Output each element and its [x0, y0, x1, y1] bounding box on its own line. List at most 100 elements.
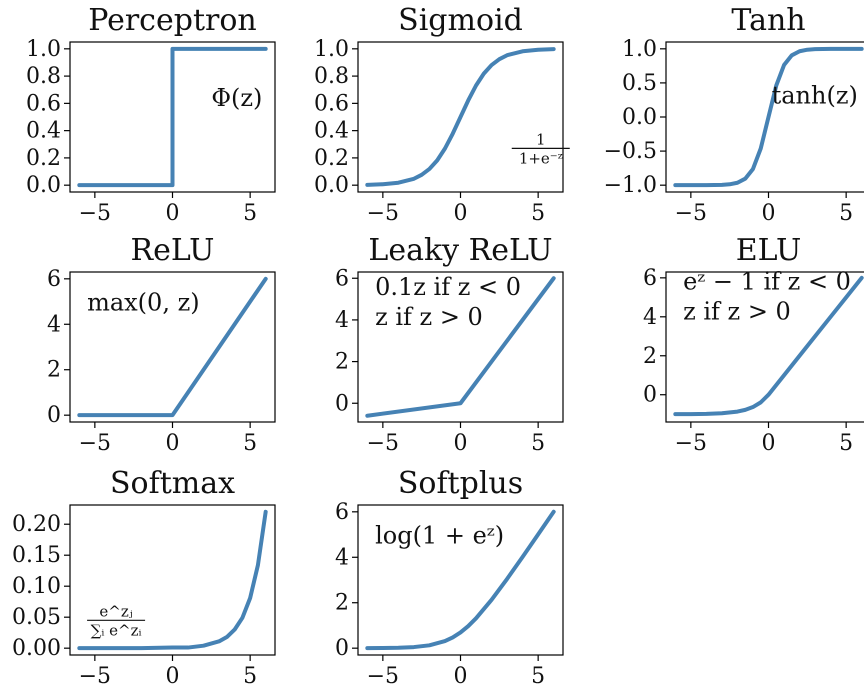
perceptron-title: Perceptron: [88, 3, 256, 38]
softmax-panel: Softmax −5 0 5 0.00 0.05 0.10 0.15 0.20 e^zⱼ∑ᵢ e^…: [12, 466, 276, 689]
tanh-annotation: tanh(z): [772, 81, 858, 109]
tanh-panel: Tanh −5 0 5 −1.0 −0.5 0.0 0.5 1.0 tanh(z): [604, 3, 864, 226]
perceptron-xtick-label: 0: [166, 201, 180, 226]
tanh-ytick-label: 1.0: [622, 37, 657, 62]
leaky-relu-annotation-line: 0.1z if z < 0: [375, 273, 521, 301]
softmax-ytick-label: 0.10: [12, 574, 61, 599]
leaky-relu-xtick-label: 5: [531, 431, 545, 456]
softmax-ytick-label: 0.05: [12, 605, 61, 630]
softmax-series-line: [77, 509, 268, 651]
sigmoid-title: Sigmoid: [398, 3, 523, 38]
elu-panel: ELU −5 0 5 0 2 4 6 eᶻ − 1 if z < 0z if z > 0: [643, 233, 864, 456]
relu-title: ReLU: [131, 233, 215, 268]
leaky-relu-series-line: [365, 276, 556, 418]
perceptron-ytick-label: 1.0: [26, 37, 61, 62]
perceptron-ytick-label: 0.6: [26, 91, 61, 116]
relu-panel: ReLU −5 0 5 0 2 4 6 max(0, z): [47, 233, 276, 456]
elu-title: ELU: [736, 233, 801, 268]
sigmoid-ytick-label: 0.4: [314, 119, 349, 144]
relu-xtick-label: −5: [79, 431, 111, 456]
sigmoid-ytick-label: 0.0: [314, 173, 349, 198]
softplus-xtick-label: −5: [367, 664, 399, 689]
perceptron-xtick-label: 5: [243, 201, 257, 226]
elu-xtick-label: −5: [675, 431, 707, 456]
sigmoid-xtick-label: 0: [454, 201, 468, 226]
tanh-ytick-label: 0.5: [622, 71, 657, 96]
sigmoid-series-line: [365, 47, 556, 187]
sigmoid-xtick-label: −5: [367, 201, 399, 226]
softplus-xtick-label: 0: [454, 664, 468, 689]
perceptron-annotation: Φ(z): [211, 84, 262, 112]
tanh-ytick-label: −1.0: [604, 173, 657, 198]
softplus-xtick-label: 5: [531, 664, 545, 689]
relu-ytick-label: 0: [47, 403, 61, 428]
elu-series-line: [673, 275, 864, 417]
sigmoid-ytick-label: 0.2: [314, 146, 349, 171]
tanh-series-line: [673, 46, 864, 188]
relu-xtick-label: 5: [243, 431, 257, 456]
softplus-ytick-label: 6: [335, 500, 349, 525]
softmax-ytick-label: 0.20: [12, 512, 61, 537]
softplus-panel: Softplus −5 0 5 0 2 4 6 log(1 + eᶻ): [335, 466, 564, 689]
leaky-relu-ytick-label: 4: [335, 308, 349, 333]
tanh-ytick-label: 0.0: [622, 105, 657, 130]
sigmoid-ytick-label: 0.8: [314, 64, 349, 89]
softmax-xtick-label: 5: [243, 664, 257, 689]
relu-series-line: [77, 276, 268, 418]
elu-annotation-line: z if z > 0: [683, 298, 791, 326]
sigmoid-ytick-label: 1.0: [314, 37, 349, 62]
leaky-relu-annotation-line: z if z > 0: [375, 303, 483, 331]
tanh-title: Tanh: [731, 3, 805, 38]
softmax-title: Softmax: [110, 466, 235, 501]
softmax-ytick-label: 0.15: [12, 543, 61, 568]
perceptron-ytick-label: 0.4: [26, 119, 61, 144]
elu-xtick-label: 5: [839, 431, 853, 456]
leaky-relu-ytick-label: 0: [335, 391, 349, 416]
softmax-annotation-denominator: ∑ᵢ e^zᵢ: [91, 621, 142, 639]
softmax-xtick-label: −5: [79, 664, 111, 689]
elu-ytick-label: 6: [643, 266, 657, 291]
softplus-annotation: log(1 + eᶻ): [375, 522, 504, 550]
leaky-relu-ytick-label: 6: [335, 266, 349, 291]
sigmoid-annotation-denominator: 1+e⁻ᶻ: [519, 149, 563, 167]
softmax-xtick-label: 0: [166, 664, 180, 689]
leaky-relu-title: Leaky ReLU: [368, 233, 552, 268]
elu-ytick-label: 2: [643, 344, 657, 369]
leaky-relu-ytick-label: 2: [335, 350, 349, 375]
relu-ytick-label: 6: [47, 267, 61, 292]
softmax-ytick-label: 0.00: [12, 636, 61, 661]
perceptron-ytick-label: 0.0: [26, 173, 61, 198]
softplus-ytick-label: 4: [335, 545, 349, 570]
elu-ytick-label: 4: [643, 305, 657, 330]
perceptron-series-line: [77, 46, 268, 188]
leaky-relu-xtick-label: −5: [367, 431, 399, 456]
sigmoid-ytick-label: 0.6: [314, 91, 349, 116]
relu-ytick-label: 2: [47, 358, 61, 383]
elu-annotation-line: eᶻ − 1 if z < 0: [683, 268, 851, 296]
leaky-relu-xtick-label: 0: [454, 431, 468, 456]
sigmoid-annotation-numerator: 1: [536, 130, 546, 148]
softmax-annotation-numerator: e^zⱼ: [99, 602, 132, 620]
leaky-relu-panel: Leaky ReLU −5 0 5 0 2 4 6 0.1z if z < 0z if z > …: [335, 233, 564, 456]
tanh-xtick-label: 5: [839, 201, 853, 226]
elu-xtick-label: 0: [762, 431, 776, 456]
softplus-ytick-label: 0: [335, 636, 349, 661]
elu-ytick-label: 0: [643, 383, 657, 408]
perceptron-xtick-label: −5: [79, 201, 111, 226]
softplus-ytick-label: 2: [335, 591, 349, 616]
softplus-series-line: [365, 509, 556, 651]
tanh-ytick-label: −0.5: [604, 139, 657, 164]
relu-xtick-label: 0: [166, 431, 180, 456]
softplus-title: Softplus: [398, 466, 523, 501]
tanh-xtick-label: 0: [762, 201, 776, 226]
relu-ytick-label: 4: [47, 312, 61, 337]
relu-annotation: max(0, z): [87, 289, 200, 317]
perceptron-panel: Perceptron −5 0 5 0.00.20.4 0.60.81.0 Φ(z): [26, 3, 276, 226]
perceptron-ytick-label: 0.8: [26, 64, 61, 89]
tanh-axes-frame: [665, 41, 864, 193]
tanh-xtick-label: −5: [675, 201, 707, 226]
perceptron-ytick-label: 0.2: [26, 146, 61, 171]
sigmoid-xtick-label: 5: [531, 201, 545, 226]
sigmoid-panel: Sigmoid −5 0 5 0.00.20.4 0.60.81.0 11+e⁻ᶻ: [314, 3, 570, 226]
